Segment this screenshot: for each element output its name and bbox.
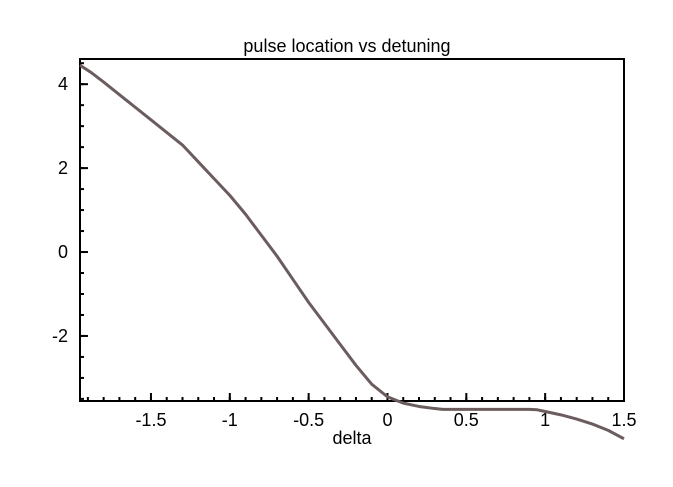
- x-tick-label: 1.5: [611, 410, 636, 430]
- y-tick-label: 2: [58, 158, 68, 178]
- x-tick-label: 0: [382, 410, 392, 430]
- x-axis-ticks: -1.5 -1 -0.5 0 0.5 1 1.5: [135, 393, 637, 430]
- x-axis-label: delta: [332, 428, 372, 448]
- x-tick-label: 0.5: [454, 410, 479, 430]
- x-tick-label: -1.5: [135, 410, 166, 430]
- y-tick-label: -2: [52, 326, 68, 346]
- series-layer: [79, 64, 625, 441]
- chart-title: pulse location vs detuning: [243, 36, 450, 56]
- y-axis-ticks: 4 2 0 -2: [52, 74, 88, 346]
- plot-frame: [79, 58, 625, 402]
- y-tick-label: 0: [58, 242, 68, 262]
- x-tick-label: -0.5: [293, 410, 324, 430]
- x-tick-label: 1: [540, 410, 550, 430]
- y-tick-label: 4: [58, 74, 68, 94]
- series-line: [79, 64, 625, 441]
- x-tick-label: -1: [222, 410, 238, 430]
